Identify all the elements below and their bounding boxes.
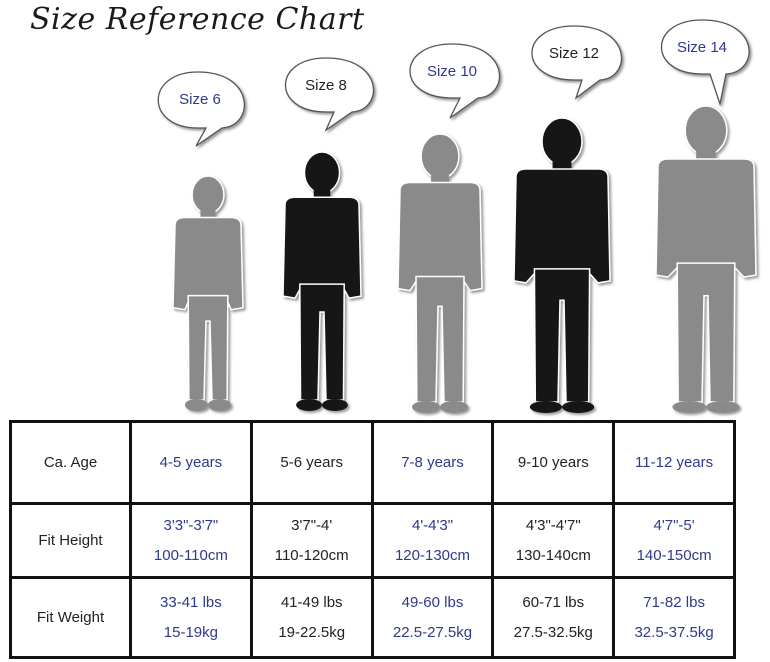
cell-text: 140-150cm bbox=[636, 546, 712, 564]
size-label: Size 14 bbox=[677, 39, 727, 56]
child-silhouette bbox=[172, 175, 244, 411]
table-row: Fit Weight 33-41 lbs 15-19kg 41-49 lbs 19-22… bbox=[9, 576, 736, 659]
cell-text: 27.5-32.5kg bbox=[513, 623, 593, 641]
speech-bubble-size-14: Size 14 bbox=[661, 19, 750, 107]
table-row: Fit Height 3'3"-3'7" 100-110cm 3'7"-4' 110-1… bbox=[9, 502, 736, 579]
size-figures: Size 6 Size 8 Size 10 Size 12 Size 14 bbox=[157, 19, 757, 413]
size-label: Size 6 bbox=[179, 91, 221, 108]
chart-title: Size Reference Chart bbox=[30, 2, 365, 37]
table-cell: 4-5 years bbox=[129, 420, 253, 505]
size-label: Size 12 bbox=[549, 45, 599, 62]
child-silhouette bbox=[655, 105, 757, 413]
cell-text: 41-49 lbs bbox=[280, 593, 343, 611]
speech-bubble-size-6: Size 6 bbox=[157, 71, 245, 147]
cell-text: 4'-4'3" bbox=[411, 516, 454, 534]
cell-text: 71-82 lbs bbox=[643, 593, 705, 611]
cell-text: 49-60 lbs bbox=[401, 593, 464, 611]
cell-text: 3'7"-4' bbox=[291, 516, 333, 534]
cell-text: 3'3"-3'7" bbox=[163, 516, 219, 534]
table-cell: 41-49 lbs 19-22.5kg bbox=[249, 576, 374, 659]
cell-text: 32.5-37.5kg bbox=[634, 623, 714, 641]
table-cell: 60-71 lbs 27.5-32.5kg bbox=[491, 576, 616, 659]
cell-text: 19-22.5kg bbox=[278, 623, 346, 641]
speech-bubble-size-8: Size 8 bbox=[285, 57, 375, 132]
table-cell: 5-6 years bbox=[249, 420, 374, 505]
table-cell: 4'3"-4'7" 130-140cm bbox=[491, 502, 616, 579]
cell-text: 100-110cm bbox=[153, 546, 228, 564]
child-silhouette bbox=[397, 133, 483, 413]
table-cell: 7-8 years bbox=[370, 420, 495, 505]
cell-text: 15-19kg bbox=[163, 623, 218, 641]
child-silhouette bbox=[513, 117, 611, 413]
cell-text: 4'3"-4'7" bbox=[525, 516, 581, 534]
cell-text: 4'7"-5' bbox=[653, 516, 695, 534]
speech-bubble-size-12: Size 12 bbox=[531, 25, 623, 100]
table-cell: 9-10 years bbox=[491, 420, 616, 505]
table-cell: 4'7"-5' 140-150cm bbox=[612, 502, 736, 579]
table-cell: 3'3"-3'7" 100-110cm bbox=[129, 502, 253, 579]
child-silhouette bbox=[282, 151, 362, 411]
cell-text: 4-5 years bbox=[159, 453, 223, 471]
cell-text: 120-130cm bbox=[394, 546, 471, 564]
cell-text: 11-12 years bbox=[635, 453, 714, 471]
row-label: Ca. Age bbox=[9, 420, 132, 505]
cell-text: 22.5-27.5kg bbox=[392, 623, 473, 641]
row-label: Fit Weight bbox=[9, 576, 132, 659]
cell-text: 60-71 lbs bbox=[522, 593, 585, 611]
table-cell: 11-12 years bbox=[612, 420, 736, 505]
size-table: Ca. Age 4-5 years 5-6 years 7-8 years 9-10 y… bbox=[9, 420, 736, 659]
table-cell: 49-60 lbs 22.5-27.5kg bbox=[370, 576, 495, 659]
size-label: Size 8 bbox=[305, 77, 347, 94]
cell-text: 110-120cm bbox=[274, 546, 349, 564]
table-cell: 33-41 lbs 15-19kg bbox=[129, 576, 253, 659]
table-cell: 71-82 lbs 32.5-37.5kg bbox=[612, 576, 736, 659]
cell-text: 33-41 lbs bbox=[160, 593, 222, 611]
cell-text: 9-10 years bbox=[517, 453, 589, 471]
speech-bubble-size-10: Size 10 bbox=[409, 43, 501, 119]
cell-text: 5-6 years bbox=[280, 453, 343, 471]
cell-text: 130-140cm bbox=[515, 546, 591, 564]
cell-text: 7-8 years bbox=[401, 453, 464, 471]
size-label: Size 10 bbox=[427, 63, 477, 80]
table-cell: 3'7"-4' 110-120cm bbox=[249, 502, 374, 579]
table-cell: 4'-4'3" 120-130cm bbox=[370, 502, 495, 579]
row-label: Fit Height bbox=[9, 502, 132, 579]
table-row: Ca. Age 4-5 years 5-6 years 7-8 years 9-10 y… bbox=[9, 420, 736, 505]
